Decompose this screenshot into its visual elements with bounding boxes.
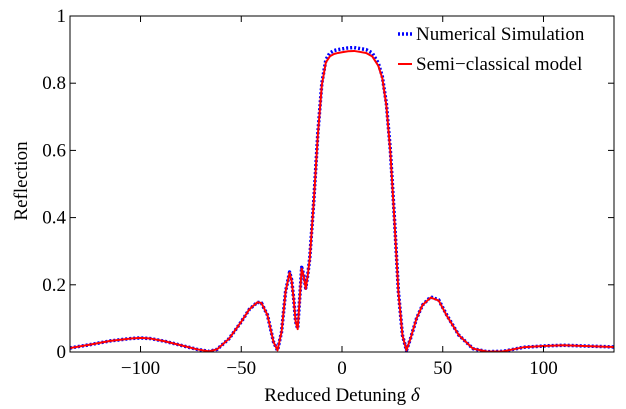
y-tick-label: 0.2 [42,275,66,296]
x-axis-title: Reduced Detuning δ [264,385,421,406]
y-tick-label: 0.4 [42,208,66,229]
x-tick-label: 100 [529,358,558,379]
series-line-2 [70,49,614,352]
x-tick-label: 50 [433,358,452,379]
x-tick-label: 0 [337,358,347,379]
legend-label-2: Semi−classical model [416,54,582,75]
x-tick-label: −50 [226,358,256,379]
legend-label-1: Numerical Simulation [416,24,585,45]
y-axis-title: Reflection [11,141,32,221]
y-tick-label: 0.8 [42,73,66,94]
x-tick-label: −100 [121,358,160,379]
y-tick-label: 1 [57,6,67,27]
y-tick-label: 0.6 [42,140,66,161]
series-line-1 [70,45,614,352]
legend: Numerical Simulation Semi−classical model [398,24,585,75]
y-tick-label: 0 [57,342,67,363]
